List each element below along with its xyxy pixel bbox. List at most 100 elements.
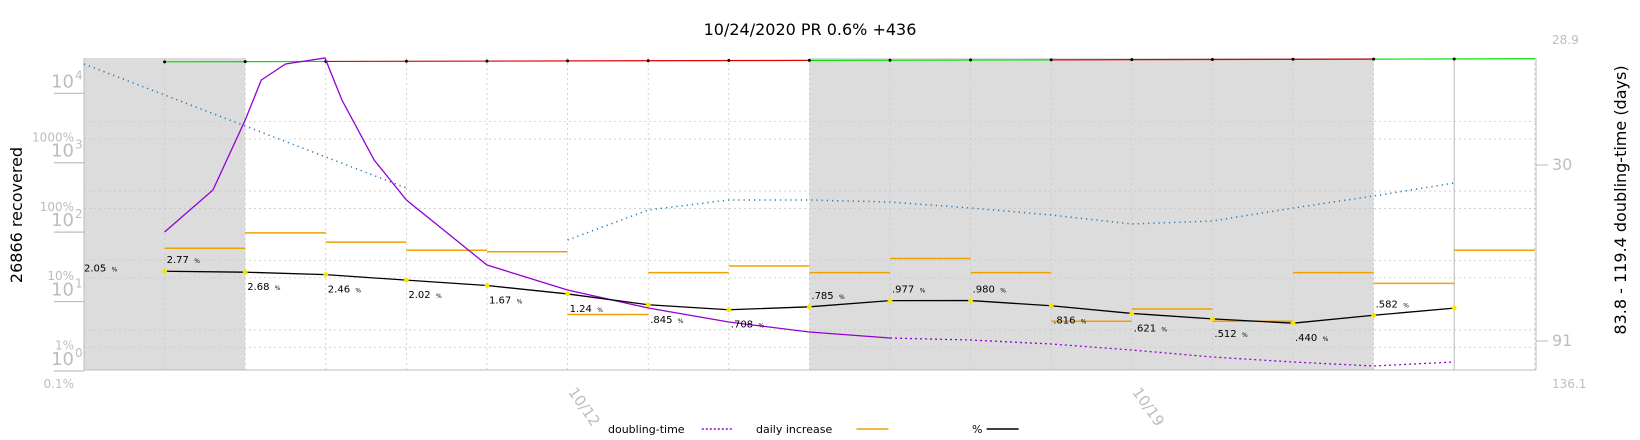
y-tick-label-1: 10 [51, 280, 74, 301]
legend-label-0: doubling-time [608, 423, 685, 436]
percent-marker-2 [242, 269, 248, 275]
percent-marker-7 [645, 302, 651, 308]
percent-label-7: .845 [650, 315, 672, 326]
right-tick-label-0: 28.9 [1552, 33, 1579, 47]
cumulative-point-6 [566, 59, 570, 63]
y-tick-label-0: 10 [51, 349, 74, 370]
percent-label-unit-2: % [275, 285, 281, 292]
cumulative-point-1 [163, 60, 167, 64]
percent-label-unit-3: % [355, 288, 361, 295]
y-axis-label-right: 83.8 - 119.4 doubling-time (days) [1611, 65, 1630, 334]
right-tick-label-2: 91 [1552, 331, 1572, 350]
percent-label-4: 2.02 [408, 290, 430, 301]
percent-label-6: 1.24 [570, 304, 592, 315]
y-tick-exp-3: 3 [75, 138, 83, 152]
legend: doubling-time daily increase% [608, 423, 1019, 436]
percent-label-unit-11: % [1000, 288, 1006, 295]
percent-label-3: 2.46 [328, 285, 350, 296]
percent-marker-16 [1371, 312, 1376, 318]
percent-marker-11 [968, 298, 973, 303]
percent-label-14: .512 [1214, 329, 1236, 340]
pct-tick-label-1: 1% [55, 339, 74, 353]
percent-label-9: .785 [811, 291, 833, 302]
cumulative-point-15 [1291, 57, 1295, 61]
percent-marker-3 [323, 272, 329, 277]
cumulative-point-7 [646, 59, 650, 63]
cumulative-point-14 [1210, 57, 1214, 61]
x-tick-label-1: 10/19 [1129, 384, 1169, 430]
x-tick-label-0: 10/12 [564, 384, 604, 430]
percent-label-unit-13: % [1161, 326, 1167, 333]
y-tick-exp-1: 1 [75, 277, 83, 291]
y-tick-exp-0: 0 [75, 346, 83, 360]
series-layer [83, 57, 1535, 367]
percent-label-unit-8: % [758, 323, 764, 330]
percent-label-10: .977 [892, 285, 914, 296]
y-tick-exp-4: 4 [75, 68, 83, 82]
pct-tick-label-4: 1000% [32, 130, 74, 144]
cumulative-point-11 [969, 58, 973, 62]
cumulative-point-9 [807, 58, 811, 62]
percent-marker-14 [1210, 316, 1215, 322]
percent-label-unit-14: % [1242, 332, 1248, 339]
right-tick-label-3: 136.1 [1552, 377, 1586, 391]
y-tick-label-2: 10 [51, 210, 74, 231]
right-tick-label-1: 30 [1552, 155, 1572, 174]
percent-label-unit-9: % [839, 294, 845, 301]
pct-tick-label-2: 10% [47, 269, 74, 283]
cumulative-point-12 [1049, 58, 1053, 62]
cumulative-point-4 [404, 59, 408, 63]
cumulative-point-17 [1452, 57, 1456, 61]
cumulative-point-10 [888, 58, 892, 62]
pct-tick-label-3: 100% [40, 200, 74, 214]
percent-marker-6 [565, 291, 570, 297]
percent-marker-5 [484, 283, 490, 288]
cumulative-point-16 [1372, 57, 1376, 61]
blue-trend-early [83, 63, 407, 189]
percent-label-15: .440 [1295, 333, 1317, 344]
y-tick-exp-2: 2 [75, 207, 83, 221]
percent-marker-12 [1048, 303, 1054, 309]
percent-label-unit-5: % [517, 299, 523, 306]
percent-label-unit-15: % [1323, 336, 1329, 343]
percent-label-unit-16: % [1403, 302, 1409, 309]
percent-label-unit-7: % [678, 318, 684, 325]
percent-label-unit-6: % [597, 307, 603, 314]
percent-marker-15 [1290, 320, 1296, 326]
percent-label-0: 2.05 [84, 264, 106, 275]
doubling-time-solid [164, 57, 891, 339]
percent-label-1: 2.77 [167, 255, 189, 266]
y-tick-label-3: 10 [51, 141, 74, 162]
legend-label-1: daily increase [756, 423, 832, 436]
percent-label-12: .816 [1053, 316, 1075, 327]
y-axis-label-left: 26866 recovered [7, 147, 26, 283]
cumulative-point-2 [243, 60, 247, 64]
pct-tick-label-0: 0.1% [44, 377, 75, 391]
percent-label-8: .708 [731, 320, 753, 331]
percent-label-unit-4: % [436, 293, 442, 300]
percent-label-unit-1: % [194, 258, 200, 265]
cumulative-point-5 [485, 59, 489, 63]
y-tick-label-4: 10 [51, 71, 74, 92]
percent-marker-1 [162, 268, 168, 274]
percent-label-5: 1.67 [489, 296, 511, 307]
doubling-time-dotted [889, 337, 1455, 367]
percent-marker-13 [1129, 311, 1135, 316]
data-labels: 2.05 % 2.77 % 2.68% 2.46% 2.02% 1.67 % 1.24 % .845%… [84, 255, 1409, 344]
chart-title: 10/24/2020 PR 0.6% +436 [704, 20, 917, 39]
cumulative-point-13 [1130, 58, 1134, 62]
grid-lines [83, 58, 1536, 370]
percent-label-unit-0: % [112, 267, 118, 274]
percent-label-unit-10: % [920, 288, 926, 295]
percent-marker-10 [887, 298, 893, 304]
percent-marker-8 [726, 307, 732, 313]
shade-range-1 [809, 58, 1374, 370]
legend-label-2: % [972, 423, 982, 436]
percent-marker-17 [1451, 305, 1457, 311]
percent-label-unit-12: % [1081, 319, 1087, 326]
percent-marker-9 [807, 304, 812, 310]
cumulative-point-8 [727, 59, 731, 63]
percent-label-16: .582 [1376, 299, 1398, 310]
percent-label-11: .980 [973, 285, 995, 296]
